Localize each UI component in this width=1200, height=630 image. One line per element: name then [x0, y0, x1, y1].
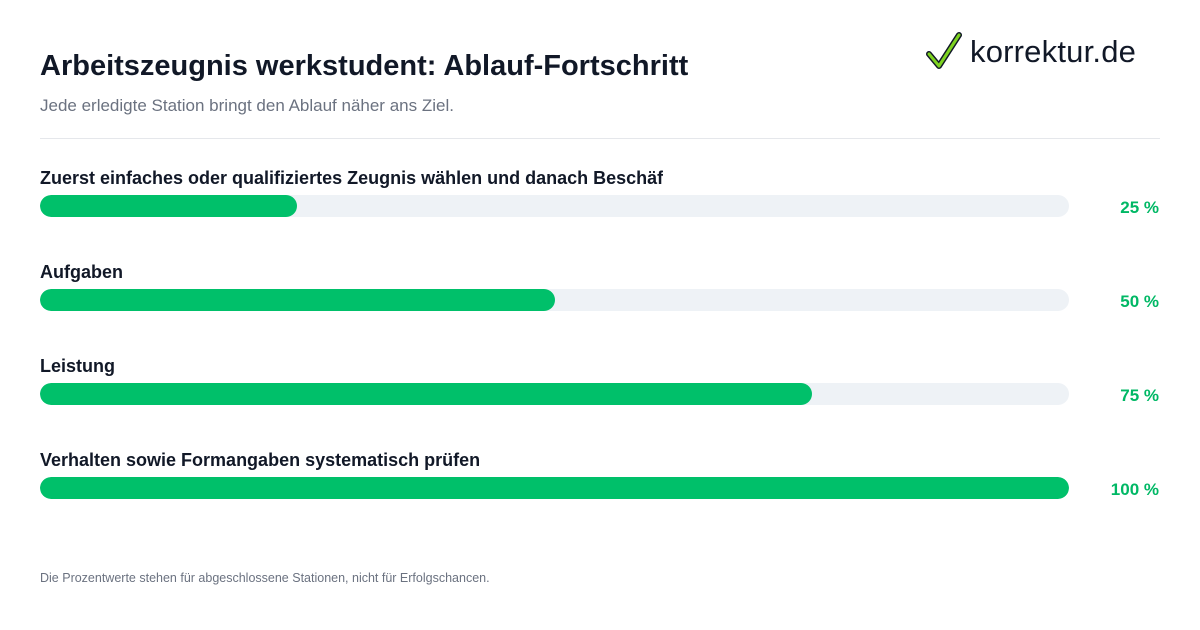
footnote: Die Prozentwerte stehen für abgeschlosse…: [40, 571, 490, 585]
row-label: Aufgaben: [40, 262, 123, 282]
progress-row: Leistung 75 %: [0, 356, 1200, 426]
brand-name: korrektur.de: [970, 34, 1137, 69]
row-label: Leistung: [40, 356, 115, 376]
percent-label: 25 %: [1120, 198, 1159, 217]
progress-bar: [40, 477, 1069, 499]
progress-bar: [40, 383, 812, 405]
percent-label: 50 %: [1120, 292, 1159, 311]
progress-track: [40, 289, 1069, 311]
chart-title: Arbeitszeugnis werkstudent: Ablauf-Forts…: [40, 50, 689, 82]
brand-logo[interactable]: korrektur.de: [926, 30, 1136, 74]
progress-bar: [40, 195, 297, 217]
progress-bar: [40, 289, 555, 311]
progress-row: Zuerst einfaches oder qualifiziertes Zeu…: [0, 168, 1200, 238]
checkmark-icon: [926, 32, 962, 69]
progress-track: [40, 383, 1069, 405]
header-divider: [40, 138, 1160, 139]
chart-subtitle: Jede erledigte Station bringt den Ablauf…: [40, 96, 454, 115]
progress-row: Aufgaben 50 %: [0, 262, 1200, 332]
percent-label: 75 %: [1120, 386, 1159, 405]
progress-track: [40, 477, 1069, 499]
progress-row: Verhalten sowie Formangaben systematisch…: [0, 450, 1200, 520]
row-label: Verhalten sowie Formangaben systematisch…: [40, 450, 481, 470]
row-label: Zuerst einfaches oder qualifiziertes Zeu…: [40, 168, 664, 188]
percent-label: 100 %: [1110, 480, 1159, 499]
progress-track: [40, 195, 1069, 217]
